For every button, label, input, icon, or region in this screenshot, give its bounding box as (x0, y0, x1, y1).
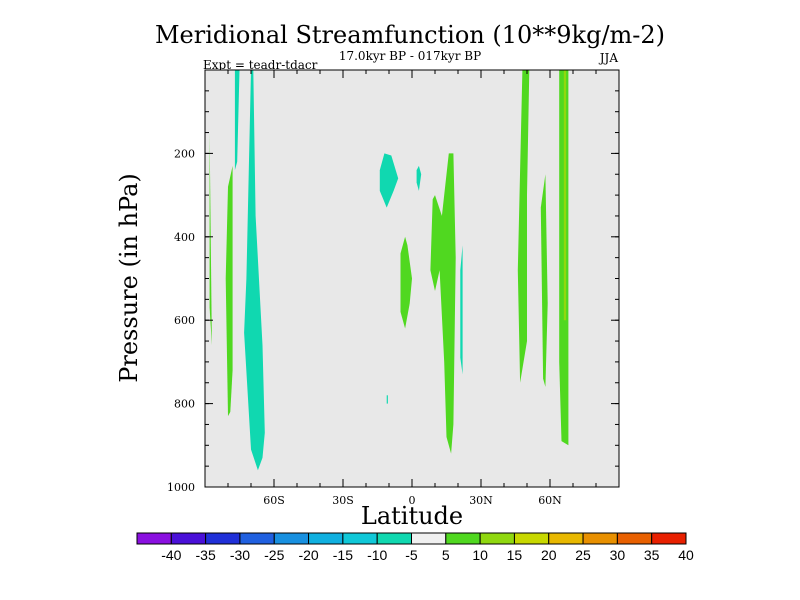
colorbar-level-label: 15 (507, 547, 523, 563)
contour-region-sh-polar-neg-deep (244, 70, 265, 471)
colorbar-level-label: -10 (367, 547, 387, 563)
contour-regions (209, 70, 569, 471)
colorbar-swatch (205, 532, 241, 545)
colorbar-level-label: 35 (644, 547, 660, 563)
contour-region-nh-polar-pos-core (563, 70, 567, 321)
colorbar-swatch (548, 532, 584, 545)
x-axis-label: Latitude (361, 502, 463, 530)
plot-area: 60S 30S 0 30N 60N 200 400 600 800 1000 (167, 69, 620, 507)
colorbar-level-label: 30 (610, 547, 626, 563)
x-tick-label: 60N (538, 494, 562, 507)
colorbar-swatch (411, 532, 447, 545)
colorbar-swatch (342, 532, 378, 545)
x-tick-label: 60S (263, 494, 285, 507)
x-tick-label: 0 (409, 494, 416, 507)
colorbar-swatch (616, 532, 653, 545)
y-axis-label: Pressure (in hPa) (115, 173, 143, 383)
colorbar-swatch (170, 532, 207, 545)
chart-subtitle-right: JJA (598, 51, 619, 65)
colorbar-swatch (376, 532, 413, 545)
colorbar-swatch (479, 532, 515, 545)
contour-region-nh-subtropical-pos (430, 153, 456, 454)
colorbar-swatch (445, 532, 481, 545)
colorbar-level-label: 40 (678, 547, 694, 563)
y-tick-label: 400 (174, 231, 195, 244)
y-tick-label: 600 (174, 314, 195, 327)
colorbar-level-label: 20 (541, 547, 557, 563)
contour-region-sh-polar-pos-left (209, 132, 212, 346)
colorbar-level-label: -15 (333, 547, 353, 563)
chart-subtitle-left: Expt = teadr-tdacr (203, 58, 318, 72)
colorbar-level-label: -35 (196, 547, 216, 563)
y-tick-label: 800 (174, 398, 195, 411)
chart-subtitle-center: 17.0kyr BP - 017kyr BP (339, 49, 481, 63)
colorbar-swatch (582, 532, 618, 545)
colorbar-level-label: -5 (405, 547, 418, 563)
y-tick-label: 1000 (167, 481, 195, 494)
axis-ticks: 60S 30S 0 30N 60N 200 400 600 800 1000 (167, 70, 619, 507)
colorbar: -40 -35 -30 -25 -20 -15 -10 -5 5 10 15 20 25 30 35 40 (136, 532, 694, 563)
colorbar-level-label: -25 (264, 547, 284, 563)
chart-title: Meridional Streamfunction (10**9kg/m-2) (155, 21, 665, 49)
y-tick-label: 200 (174, 147, 195, 160)
colorbar-level-label: 5 (442, 547, 450, 563)
colorbar-level-label: -40 (161, 547, 181, 563)
colorbar-swatch (136, 532, 172, 545)
x-tick-label: 30N (469, 494, 493, 507)
contour-region-nh-subtropical-neg-sliver (460, 245, 463, 375)
colorbar-level-label: -20 (298, 547, 318, 563)
colorbar-level-label: 10 (472, 547, 488, 563)
contour-region-tropical-pos-mid (400, 236, 412, 329)
contour-region-nh-midlat-pos-b (540, 174, 548, 387)
colorbar-swatch (513, 532, 550, 545)
x-tick-label: 30S (332, 494, 354, 507)
colorbar-swatch (651, 532, 687, 545)
contour-region-tropical-neg-dot (386, 395, 388, 404)
colorbar-swatch (239, 532, 275, 545)
colorbar-swatch (308, 532, 344, 545)
colorbar-level-label: -30 (230, 547, 250, 563)
colorbar-swatch (273, 532, 310, 545)
contour-region-tropical-neg-small (416, 165, 422, 191)
colorbar-level-label: 25 (575, 547, 591, 563)
contour-region-sh-polar-neg-upper (234, 70, 240, 171)
contour-region-tropical-neg-upper (379, 153, 399, 208)
contour-region-sh-polar-pos (225, 165, 233, 417)
contour-region-nh-midlat-pos (517, 70, 530, 383)
